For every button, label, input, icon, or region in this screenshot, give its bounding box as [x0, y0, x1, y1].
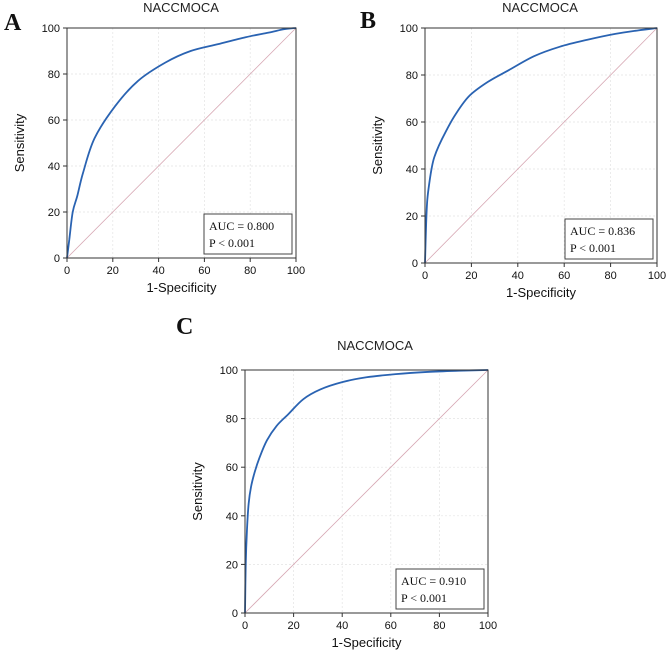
roc-curve [244, 369, 489, 614]
chart-title: NACCMOCA [337, 338, 413, 353]
y-tick-label: 60 [406, 117, 418, 129]
x-tick-label: 60 [558, 270, 570, 282]
y-tick-label: 80 [48, 69, 60, 81]
x-tick-label: 40 [512, 270, 524, 282]
roc-curve [424, 27, 658, 264]
y-tick-label: 100 [220, 365, 238, 377]
auc-value: AUC = 0.910 [401, 574, 466, 588]
y-tick-label: 0 [232, 608, 238, 620]
x-axis-label: 1-Specificity [331, 635, 402, 650]
y-tick-labels: 0 20 40 60 80 100 [220, 365, 238, 620]
panel-b: B NACCMOCA 0 20 40 60 80 100 0 20 40 60 … [360, 0, 666, 300]
y-tick-label: 20 [48, 207, 60, 219]
y-axis-label: Sensitivity [370, 116, 385, 175]
x-tick-label: 80 [433, 620, 445, 632]
p-value: P < 0.001 [209, 236, 255, 250]
x-tick-label: 0 [422, 270, 428, 282]
chart-title: NACCMOCA [502, 0, 578, 15]
x-tick-label: 0 [64, 265, 70, 277]
y-tick-label: 0 [412, 258, 418, 270]
x-tick-label: 40 [152, 265, 164, 277]
x-tick-label: 20 [107, 265, 119, 277]
y-tick-label: 80 [406, 70, 418, 82]
y-tick-label: 40 [226, 511, 238, 523]
x-tick-label: 60 [198, 265, 210, 277]
y-tick-label: 60 [226, 462, 238, 474]
ticks [63, 27, 297, 262]
y-tick-label: 40 [406, 164, 418, 176]
auc-value: AUC = 0.836 [570, 224, 635, 238]
ticks [241, 369, 489, 617]
y-tick-label: 80 [226, 414, 238, 426]
y-tick-labels: 0 20 40 60 80 100 [42, 23, 60, 265]
plot-frame [244, 369, 489, 614]
panel-letter: A [4, 10, 22, 36]
plot-frame [424, 27, 658, 264]
x-tick-label: 40 [336, 620, 348, 632]
x-tick-label: 100 [479, 620, 497, 632]
reference-line [66, 27, 297, 259]
chart-title: NACCMOCA [143, 0, 219, 15]
y-tick-label: 100 [42, 23, 60, 35]
auc-annotation: AUC = 0.836 P < 0.001 [564, 218, 654, 260]
x-tick-label: 20 [287, 620, 299, 632]
panel-letter: C [176, 314, 193, 340]
x-axis-label: 1-Specificity [146, 280, 217, 295]
panel-c: C NACCMOCA 0 20 40 60 80 100 0 20 40 60 … [176, 314, 497, 650]
p-value: P < 0.001 [570, 241, 616, 255]
annotation-box [564, 218, 654, 260]
x-tick-label: 0 [242, 620, 248, 632]
y-tick-labels: 0 20 40 60 80 100 [400, 23, 418, 270]
annotation-box [203, 213, 293, 255]
panel-letter: B [360, 8, 376, 34]
ticks [421, 27, 658, 267]
x-tick-labels: 0 20 40 60 80 100 [64, 265, 305, 277]
x-tick-label: 80 [244, 265, 256, 277]
x-tick-labels: 0 20 40 60 80 100 [242, 620, 497, 632]
x-tick-labels: 0 20 40 60 80 100 [422, 270, 666, 282]
x-tick-label: 80 [604, 270, 616, 282]
plot-frame [66, 27, 297, 259]
y-tick-label: 20 [406, 211, 418, 223]
reference-line [244, 369, 489, 614]
x-tick-label: 60 [385, 620, 397, 632]
auc-value: AUC = 0.800 [209, 219, 274, 233]
reference-line [424, 27, 658, 264]
y-axis-label: Sensitivity [12, 113, 27, 172]
auc-annotation: AUC = 0.910 P < 0.001 [395, 568, 485, 610]
y-tick-label: 40 [48, 161, 60, 173]
y-axis-label: Sensitivity [190, 462, 205, 521]
y-tick-label: 100 [400, 23, 418, 35]
panel-a: A NACCMOCA 0 20 40 60 80 100 0 20 40 60 … [4, 0, 305, 295]
y-tick-label: 60 [48, 115, 60, 127]
p-value: P < 0.001 [401, 591, 447, 605]
x-tick-label: 20 [465, 270, 477, 282]
x-tick-label: 100 [287, 265, 305, 277]
y-tick-label: 0 [54, 253, 60, 265]
y-tick-label: 20 [226, 559, 238, 571]
x-axis-label: 1-Specificity [506, 285, 577, 300]
x-tick-label: 100 [648, 270, 666, 282]
annotation-box [395, 568, 485, 610]
auc-annotation: AUC = 0.800 P < 0.001 [203, 213, 293, 255]
roc-curve [66, 27, 297, 259]
